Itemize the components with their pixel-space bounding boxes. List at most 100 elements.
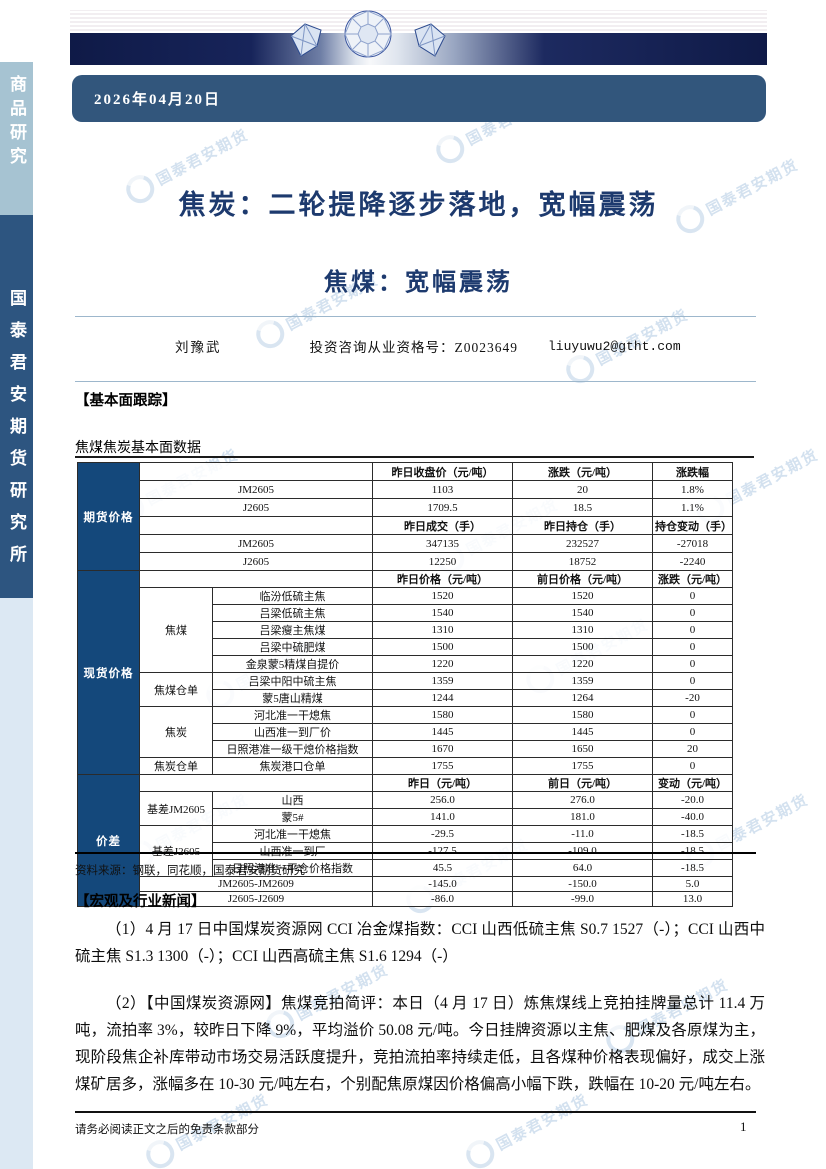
table-cell: 1580 (372, 706, 513, 724)
table-cell: 1.8% (652, 480, 733, 499)
table-cell: 256.0 (372, 791, 513, 809)
divider-above-author (75, 316, 756, 317)
table-cell: 0 (652, 621, 733, 639)
watermark-text: 国泰君安期货 (153, 126, 252, 189)
table-cell: 18752 (512, 552, 653, 571)
table-cell: 5.0 (652, 876, 733, 892)
table-cell: 1500 (372, 638, 513, 656)
table-cell: 山西准一到厂 (212, 842, 373, 860)
table-cell: 焦炭 (139, 706, 213, 758)
table-cell: 0 (652, 672, 733, 690)
table-cell: -86.0 (372, 891, 513, 907)
table-cell: 1310 (372, 621, 513, 639)
table-cell: 1244 (372, 689, 513, 707)
table-cell: -99.0 (512, 891, 653, 907)
table-cell: 1580 (512, 706, 653, 724)
table-cell: 日照港准一级干熄价格指数 (212, 740, 373, 758)
table-cell: 吕梁中阳中硫主焦 (212, 672, 373, 690)
report-subtitle: 焦煤：宽幅震荡 (324, 270, 513, 296)
table-cell: 1220 (512, 655, 653, 673)
table-cell: 1445 (372, 723, 513, 741)
footer-disclaimer: 请务必阅读正文之后的免责条款部分 (75, 1124, 259, 1136)
table-cell: 0 (652, 604, 733, 622)
table-cell: 0 (652, 706, 733, 724)
table-cell: 焦炭港口仓单 (212, 757, 373, 775)
table-cell: 1670 (372, 740, 513, 758)
table-cell: 181.0 (512, 808, 653, 826)
table-cell: -40.0 (652, 808, 733, 826)
table-cell: -2240 (652, 552, 733, 571)
section-title-fundamentals: 【基本面跟踪】 (75, 393, 177, 409)
table-cell: 0 (652, 723, 733, 741)
table-cell: 1359 (512, 672, 653, 690)
table-cell: 1650 (512, 740, 653, 758)
table-cell: 1.1% (652, 498, 733, 517)
sidebar-spacer (0, 598, 33, 1169)
table-cell: 12250 (372, 552, 513, 571)
table-cell: 吕梁低硫主焦 (212, 604, 373, 622)
table-cell: 基差JM2605 (139, 791, 213, 826)
table-header-cell: 前日（元/吨） (512, 774, 653, 792)
table-cell: 金泉蒙5精煤自提价 (212, 655, 373, 673)
author-row: 刘豫武 投资咨询从业资格号：Z0023649 liuyuwu2@gtht.com (70, 336, 767, 356)
table-cell: 45.5 (372, 859, 513, 877)
table-cell: 焦炭仓单 (139, 757, 213, 775)
table-title: 焦煤焦炭基本面数据 (75, 441, 201, 456)
table-cell: 1220 (372, 655, 513, 673)
table-cell: -150.0 (512, 876, 653, 892)
table-cell: 1755 (512, 757, 653, 775)
table-header-cell: 昨日价格（元/吨） (372, 570, 513, 588)
table-group-label: 价差 (77, 774, 140, 907)
table-header-cell: 涨跌幅 (652, 462, 733, 481)
table-cell: -11.0 (512, 825, 653, 843)
table-cell: 河北准一干熄焦 (212, 825, 373, 843)
table-cell: -29.5 (372, 825, 513, 843)
table-cell: 1540 (372, 604, 513, 622)
watermark-text: 国泰君安期货 (723, 446, 822, 509)
table-cell (139, 516, 373, 535)
table-header-cell: 昨日收盘价（元/吨） (372, 462, 513, 481)
table-cell: -27018 (652, 534, 733, 553)
table-cell: J2605 (139, 552, 373, 571)
page-number: 1 (740, 1119, 747, 1134)
table-cell: 0 (652, 757, 733, 775)
table-cell: 焦煤仓单 (139, 672, 213, 707)
table-header-cell: 持仓变动（手） (652, 516, 733, 535)
table-cell: 64.0 (512, 859, 653, 877)
table-cell: JM2605 (139, 480, 373, 499)
analyst-email: liuyuwu2@gtht.com (548, 338, 681, 354)
table-bottom-rule (75, 852, 756, 854)
table-cell (139, 462, 373, 481)
table-cell: 1755 (372, 757, 513, 775)
table-cell: 吕梁中硫肥煤 (212, 638, 373, 656)
table-cell: 347135 (372, 534, 513, 553)
table-cell: -18.5 (652, 859, 733, 877)
table-cell: 20 (512, 480, 653, 499)
table-cell: 山西 (212, 791, 373, 809)
table-cell: 1310 (512, 621, 653, 639)
table-header-cell: 涨跌（元/吨） (512, 462, 653, 481)
table-cell: 232527 (512, 534, 653, 553)
table-cell: 焦煤 (139, 587, 213, 673)
report-date: 2026年04月20日 (94, 92, 222, 108)
table-header-cell: 涨跌（元/吨） (652, 570, 733, 588)
table-cell: 0 (652, 655, 733, 673)
table-cell: 1540 (512, 604, 653, 622)
table-cell: 蒙5唐山精煤 (212, 689, 373, 707)
source-note: 资料来源：钢联，同花顺，国泰君安期货研究 (75, 865, 305, 877)
analyst-name: 刘豫武 (175, 340, 222, 355)
table-cell: 18.5 (512, 498, 653, 517)
analyst-qualification: 投资咨询从业资格号：Z0023649 (309, 340, 518, 355)
table-title-rule (75, 456, 754, 458)
table-cell: 1103 (372, 480, 513, 499)
table-cell: -18.5 (652, 825, 733, 843)
table-cell: 河北准一干熄焦 (212, 706, 373, 724)
sidebar-top-label: 商品研究 (7, 75, 26, 171)
table-cell: 蒙5# (212, 808, 373, 826)
report-title: 焦炭：二轮提降逐步落地，宽幅震荡 (178, 190, 659, 220)
table-cell: JM2605 (139, 534, 373, 553)
banner-stripes (70, 10, 767, 33)
news-paragraph: （2）【中国煤炭资源网】焦煤竞拍简评：本日（4 月 17 日）炼焦煤线上竞拍挂牌… (75, 995, 765, 1093)
table-cell: J2605-J2609 (139, 891, 373, 907)
table-cell: -145.0 (372, 876, 513, 892)
